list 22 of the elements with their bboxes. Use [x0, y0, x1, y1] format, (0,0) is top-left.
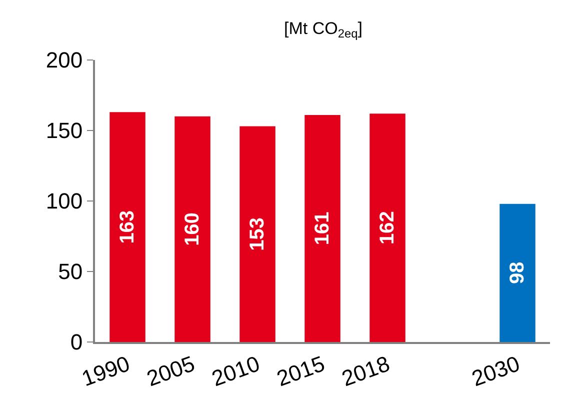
x-tick-label: 2005: [143, 350, 198, 392]
data-label: 161: [312, 212, 334, 246]
data-label: 163: [116, 210, 139, 244]
data-label: 162: [376, 211, 399, 244]
x-tick-label: 2030: [468, 350, 523, 392]
x-tick-label: 2010: [208, 350, 263, 392]
bar: [240, 126, 276, 342]
x-tick-label: 2018: [338, 350, 393, 392]
bar: [110, 112, 146, 342]
y-tick-label: 150: [46, 118, 83, 144]
data-label: 153: [246, 217, 269, 251]
data-label: 98: [506, 262, 528, 284]
chart-subtitle: [Mt CO$_{2eq}$]: [284, 19, 362, 41]
bar: [500, 204, 536, 342]
y-tick-label: 100: [46, 188, 83, 214]
bar: [304, 114, 340, 342]
data-label: 160: [182, 212, 204, 246]
bar: [174, 116, 210, 342]
y-tick-label: 50: [58, 259, 83, 284]
bar: [370, 114, 406, 342]
x-tick-label: 2015: [273, 350, 328, 392]
y-tick-label: 200: [46, 48, 83, 73]
